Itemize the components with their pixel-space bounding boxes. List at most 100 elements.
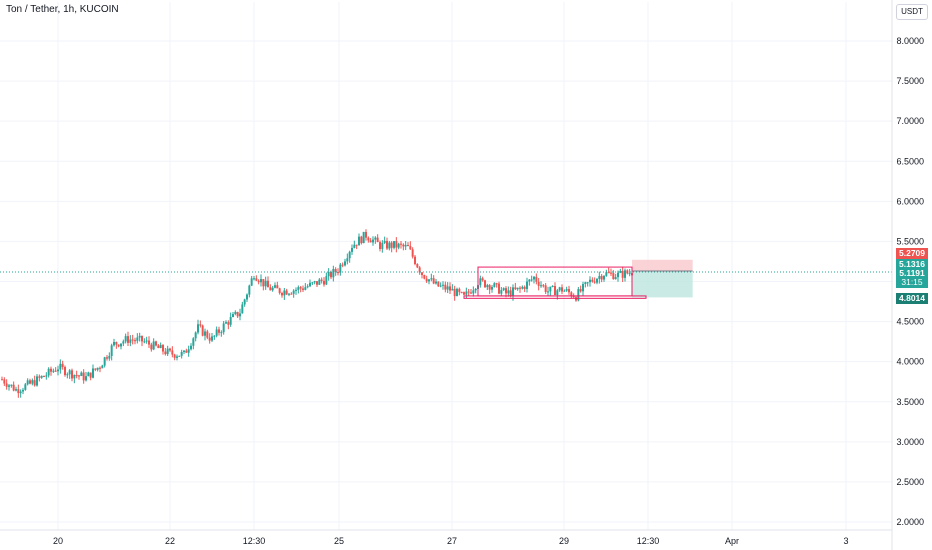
candle-body: [180, 351, 183, 356]
candle-body: [516, 287, 519, 290]
candle-body: [290, 293, 293, 295]
candle-body: [481, 278, 484, 281]
candle-body: [379, 242, 381, 249]
y-tick-label: 6.5000: [896, 156, 924, 166]
candle-body: [113, 341, 115, 346]
candle-body: [591, 279, 594, 282]
candle-body: [316, 281, 318, 285]
candle-body: [596, 278, 598, 283]
candle-body: [15, 389, 17, 391]
candle-body: [234, 311, 237, 315]
candle-body: [577, 289, 580, 301]
candle-body: [66, 374, 69, 376]
candle-body: [31, 380, 34, 384]
candle-body: [565, 289, 568, 291]
candle-body: [388, 242, 391, 249]
y-tick-label: 4.0000: [896, 357, 924, 367]
candle-body: [400, 243, 402, 245]
candle-body: [162, 344, 164, 352]
candle-body: [274, 285, 276, 288]
candle-body: [64, 367, 66, 376]
candle-body: [82, 372, 85, 381]
currency-button[interactable]: USDT: [896, 4, 928, 20]
candle-body: [134, 340, 136, 342]
candle-body: [264, 280, 267, 287]
candle-body: [59, 363, 62, 370]
candle-body: [255, 278, 258, 281]
candle-body: [5, 383, 8, 387]
candle-body: [127, 336, 129, 343]
candle-body: [24, 384, 27, 390]
candle-body: [297, 287, 300, 290]
candle-body: [500, 290, 503, 294]
candle-body: [122, 341, 125, 344]
candle-body: [173, 354, 176, 358]
last-price-tag: 5.1191: [896, 268, 928, 279]
candle-body: [103, 357, 106, 366]
candle-body: [87, 372, 90, 377]
candle-body: [628, 273, 631, 275]
candle-body: [593, 281, 596, 283]
candle-body: [159, 344, 162, 349]
candle-body: [540, 285, 542, 287]
candle-body: [358, 236, 360, 246]
candle-body: [437, 281, 440, 287]
candle-body: [47, 368, 50, 376]
candle-body: [411, 249, 414, 257]
candle-body: [1, 379, 3, 381]
candle-body: [530, 279, 533, 281]
candle-body: [561, 287, 563, 292]
x-tick-label: 3: [843, 536, 848, 546]
position-zones: [632, 259, 693, 298]
candle-body: [423, 275, 426, 279]
candle-body: [257, 280, 260, 283]
candle-body: [3, 379, 6, 384]
candle-body: [509, 290, 512, 297]
candle-body: [479, 278, 482, 286]
candle-body: [12, 384, 15, 391]
candle-body: [439, 285, 442, 287]
candle-body: [558, 287, 561, 291]
candle-body: [544, 285, 547, 293]
candle-body: [474, 288, 477, 291]
candle-body: [376, 237, 379, 243]
candle-body: [164, 351, 167, 355]
candle-body: [460, 292, 463, 294]
range-rectangle[interactable]: [463, 295, 647, 299]
candle-body: [495, 283, 498, 285]
candle-body: [57, 369, 59, 372]
candle-body: [397, 243, 400, 248]
candle-body: [302, 288, 304, 290]
candle-body: [75, 374, 78, 376]
candle-body: [374, 237, 377, 240]
candle-body: [446, 286, 449, 290]
candle-body: [353, 244, 356, 248]
candle-body: [407, 245, 409, 247]
candle-body: [166, 348, 169, 355]
candle-body: [470, 292, 472, 294]
candle-body: [99, 367, 101, 369]
candle-body: [365, 231, 367, 238]
candle-body: [61, 363, 64, 368]
candle-body: [89, 372, 92, 378]
candle-body: [418, 267, 421, 273]
candle-body: [220, 332, 223, 334]
candle-body: [313, 281, 316, 283]
candle-body: [551, 286, 554, 288]
candle-body: [330, 271, 332, 278]
grid: [0, 2, 892, 530]
candle-body: [45, 375, 48, 377]
candle-body: [194, 332, 197, 339]
candle-body: [17, 389, 20, 394]
candle-body: [537, 281, 540, 286]
candle-body: [208, 337, 211, 341]
candle-body: [250, 278, 253, 286]
candle-body: [498, 283, 500, 294]
x-tick-label: 22: [165, 536, 175, 546]
candle-body: [383, 240, 386, 243]
candle-body: [40, 375, 43, 378]
candle-body: [404, 245, 407, 247]
candle-body: [197, 324, 199, 333]
candle-body: [50, 368, 52, 372]
